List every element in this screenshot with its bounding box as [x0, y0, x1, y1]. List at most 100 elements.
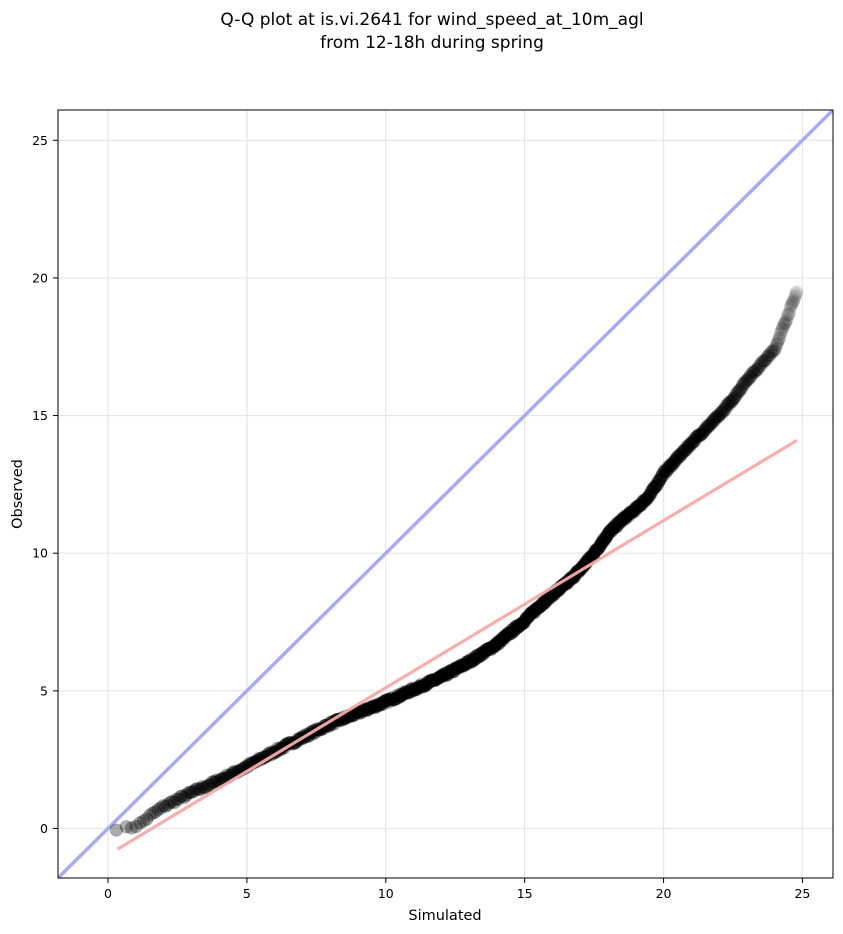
data-point	[645, 483, 659, 497]
data-point	[734, 381, 749, 395]
data-point	[483, 641, 497, 655]
data-point	[767, 344, 782, 358]
y-axis-label: Observed	[10, 459, 26, 529]
data-point	[640, 491, 655, 505]
data-point	[136, 814, 151, 828]
data-point	[716, 402, 731, 417]
data-point	[516, 616, 530, 631]
data-point	[439, 667, 454, 682]
data-point	[770, 336, 785, 351]
data-point	[399, 685, 413, 699]
data-point	[739, 373, 754, 388]
data-point	[724, 393, 738, 408]
data-point	[434, 669, 449, 683]
data-point	[634, 498, 649, 512]
data-point	[597, 532, 612, 547]
data-point	[534, 598, 548, 612]
data-point	[700, 420, 714, 434]
data-point	[529, 602, 543, 616]
data-point	[475, 646, 490, 660]
data-point	[747, 365, 761, 379]
data-point	[698, 423, 712, 437]
data-point	[167, 795, 182, 810]
data-point	[749, 363, 763, 377]
data-point	[347, 708, 361, 722]
data-point	[703, 417, 718, 431]
data-point	[648, 479, 662, 493]
data-point	[523, 606, 537, 621]
data-point	[699, 422, 713, 437]
data-point	[499, 628, 513, 642]
data-point	[730, 385, 744, 400]
data-point	[522, 608, 537, 623]
data-point	[587, 547, 601, 561]
data-point	[500, 627, 514, 642]
data-point	[735, 380, 750, 394]
data-point	[531, 600, 546, 614]
data-point	[646, 480, 661, 495]
data-point	[711, 409, 725, 423]
data-point	[707, 412, 721, 426]
data-point	[521, 609, 535, 624]
data-point	[640, 492, 654, 507]
data-point	[428, 673, 443, 687]
data-point	[614, 514, 628, 528]
data-point	[602, 525, 616, 539]
data-point	[712, 408, 727, 422]
data-point	[363, 701, 377, 715]
data-point	[479, 642, 493, 657]
data-point	[610, 519, 624, 533]
data-point	[589, 543, 603, 558]
data-point	[520, 610, 535, 625]
data-point	[778, 315, 793, 330]
data-point	[365, 699, 380, 713]
data-point	[461, 656, 475, 670]
data-point	[609, 517, 623, 532]
data-point	[740, 373, 754, 388]
data-point	[425, 673, 440, 687]
data-point	[424, 673, 438, 688]
x-tick-label: 10	[378, 886, 394, 901]
data-point	[490, 636, 504, 650]
data-point	[418, 679, 432, 693]
data-point	[593, 538, 607, 552]
data-point	[602, 524, 617, 539]
x-tick-label: 0	[104, 886, 112, 901]
data-point	[789, 285, 804, 300]
data-point	[524, 606, 538, 621]
data-point	[706, 414, 721, 429]
data-point	[733, 382, 748, 396]
data-point	[472, 649, 486, 664]
data-point	[369, 699, 383, 714]
data-point	[663, 458, 677, 473]
data-point	[633, 499, 647, 513]
data-point	[638, 493, 652, 507]
data-point	[632, 499, 646, 513]
data-point	[758, 353, 772, 367]
data-point	[533, 600, 547, 614]
data-point	[518, 613, 532, 627]
data-point	[747, 363, 761, 377]
data-point	[513, 617, 527, 632]
data-point	[459, 655, 474, 669]
data-point	[632, 499, 647, 514]
data-point	[490, 637, 505, 652]
data-point	[346, 708, 361, 723]
data-point	[508, 623, 522, 637]
data-point	[385, 691, 399, 705]
data-point	[394, 687, 409, 701]
data-point	[782, 307, 796, 321]
data-point	[647, 481, 662, 495]
data-point	[427, 673, 441, 687]
data-point	[450, 660, 465, 675]
data-point	[209, 773, 224, 787]
data-point	[693, 427, 707, 442]
data-point	[436, 667, 450, 682]
data-point	[713, 406, 728, 420]
data-point	[721, 396, 736, 410]
data-point	[375, 697, 390, 712]
data-point	[457, 658, 471, 672]
data-point	[603, 525, 617, 539]
data-point	[707, 412, 722, 427]
